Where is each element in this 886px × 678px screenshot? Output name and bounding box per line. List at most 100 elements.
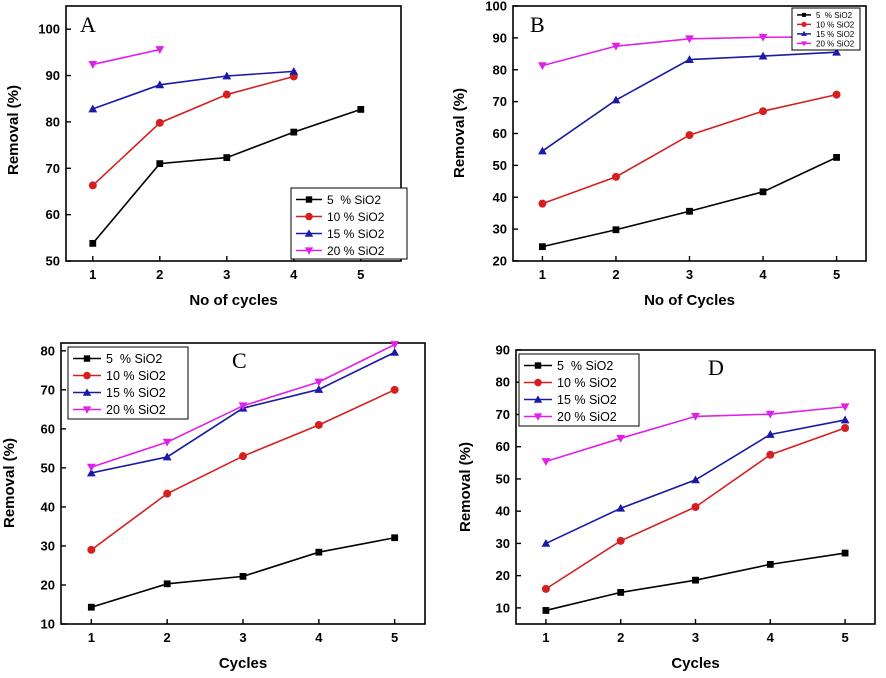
legend-label: 20 % SiO2 (816, 39, 855, 48)
y-tick-label: 60 (46, 207, 60, 222)
data-point (611, 95, 621, 104)
plot-frame (65, 5, 402, 262)
legend-marker (82, 388, 92, 396)
data-point (314, 385, 324, 393)
legend-marker (534, 362, 542, 369)
y-tick-label: 60 (493, 126, 507, 141)
data-point (832, 90, 841, 99)
legend-label: 20 % SiO2 (557, 410, 617, 424)
data-point (538, 62, 547, 71)
data-point (685, 35, 694, 44)
data-point (162, 438, 172, 447)
data-point (538, 199, 547, 208)
y-tick-label: 10 (41, 617, 55, 632)
x-tick-label: 2 (164, 630, 171, 645)
data-point (222, 71, 232, 80)
data-point (759, 188, 767, 196)
data-point (611, 42, 621, 51)
panel-label: B (530, 12, 545, 37)
data-point (541, 539, 551, 547)
data-point (616, 536, 625, 545)
legend-label: 5 % SiO2 (816, 11, 853, 20)
data-point (238, 402, 248, 411)
y-tick-label: 100 (485, 0, 507, 14)
legend-marker (304, 229, 314, 237)
data-point (758, 33, 768, 42)
x-tick-label: 5 (833, 267, 840, 282)
y-tick-label: 80 (41, 343, 55, 358)
y-tick-label: 60 (41, 421, 55, 436)
y-axis-title: Removal (%) (1, 438, 18, 528)
x-tick-label: 4 (759, 267, 767, 282)
y-tick-label: 60 (496, 439, 510, 454)
y-tick-label: 50 (46, 254, 60, 269)
data-point (155, 46, 165, 54)
data-point (833, 154, 840, 161)
x-axis-title: No of cycles (189, 292, 277, 309)
x-tick-label: 1 (542, 630, 549, 645)
x-tick-label: 5 (357, 267, 364, 282)
series-line (92, 75, 295, 187)
y-tick-label: 100 (38, 22, 60, 37)
legend-label: 20 % SiO2 (106, 403, 166, 417)
panel-label: C (232, 348, 247, 373)
data-point (691, 475, 700, 484)
y-tick-label: 30 (496, 536, 510, 551)
data-point (840, 403, 850, 412)
data-point (222, 90, 231, 99)
panel-label: D (708, 355, 724, 380)
x-tick-label: 4 (767, 630, 775, 645)
data-point (390, 385, 399, 394)
data-point (616, 434, 626, 443)
x-tick-label: 3 (692, 630, 699, 645)
x-tick-label: 2 (156, 267, 163, 282)
x-tick-label: 3 (223, 267, 230, 282)
data-point (616, 503, 626, 512)
data-point (832, 47, 841, 56)
y-tick-label: 90 (46, 68, 60, 83)
data-point (841, 424, 850, 433)
data-point (314, 420, 323, 429)
data-point (223, 154, 231, 162)
data-point (88, 61, 98, 69)
y-tick-label: 70 (41, 382, 55, 397)
x-tick-label: 5 (841, 630, 848, 645)
x-axis-title: Cycles (671, 655, 719, 672)
y-tick-label: 80 (46, 114, 60, 129)
data-point (685, 131, 694, 140)
legend-label: 10 % SiO2 (106, 369, 166, 383)
data-point (315, 548, 323, 556)
series-line (91, 536, 395, 608)
x-tick-label: 1 (88, 630, 95, 645)
legend-marker (83, 371, 91, 380)
data-point (766, 450, 775, 459)
legend-label: 20 % SiO2 (327, 244, 385, 258)
y-tick-label: 20 (493, 254, 507, 269)
data-point (841, 549, 849, 557)
data-point (765, 430, 775, 438)
panel-label: A (80, 12, 96, 37)
y-tick-label: 90 (493, 30, 507, 45)
x-tick-label: 5 (391, 630, 398, 645)
data-point (685, 55, 694, 63)
y-tick-label: 30 (493, 222, 507, 237)
data-point (612, 226, 620, 234)
y-tick-label: 40 (41, 499, 55, 514)
y-tick-label: 70 (493, 94, 507, 109)
y-tick-label: 50 (41, 460, 55, 475)
legend-marker (304, 247, 314, 255)
x-tick-label: 4 (315, 630, 323, 645)
data-point (542, 607, 550, 614)
legend-marker (801, 30, 807, 36)
y-tick-label: 20 (496, 568, 510, 583)
data-point (290, 128, 298, 136)
y-tick-label: 40 (496, 504, 510, 519)
y-tick-label: 90 (496, 343, 510, 358)
y-tick-label: 20 (41, 577, 55, 592)
legend-marker (82, 406, 92, 414)
legend-marker (305, 212, 313, 221)
data-point (357, 105, 365, 113)
